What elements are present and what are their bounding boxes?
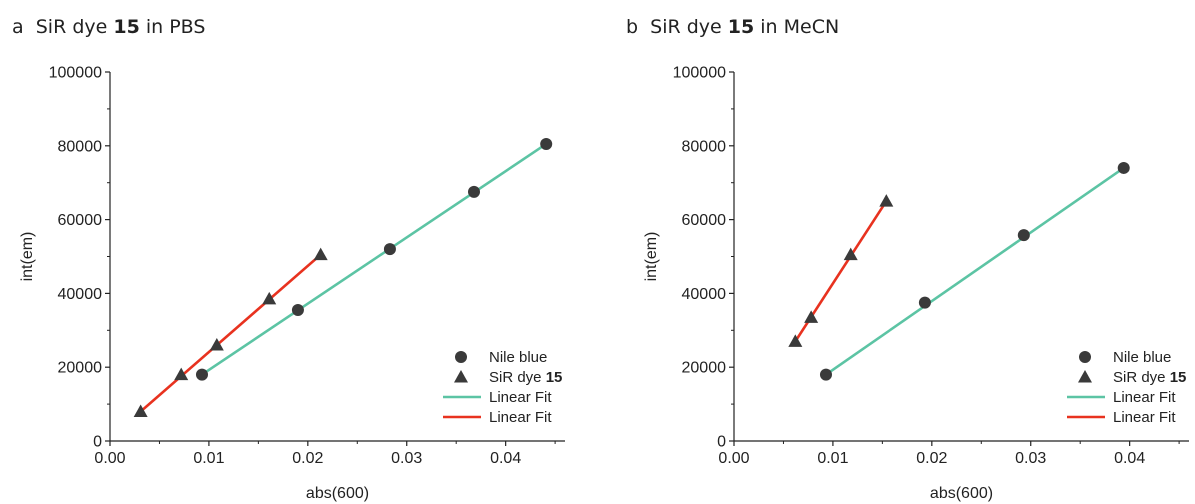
panel-title: b SiR dye 15 in MeCN [626,16,839,38]
y-tick-label: 60000 [682,212,727,229]
y-tick-label: 100000 [673,65,726,82]
y-tick-label: 0 [93,434,102,451]
x-axis-label: abs(600) [930,485,993,502]
legend-label: Linear Fit [489,389,552,406]
chart-panel-a: a SiR dye 15 in PBS 0 20000 40000 60000 8000… [12,16,565,502]
x-tick-label: 0.00 [718,450,749,467]
chart-svg: 0 20000 40000 60000 80000 100000 0.00 0.01 0.02 0… [19,65,565,502]
title-suffix: in MeCN [754,16,840,38]
x-tick-label: 0.02 [916,450,947,467]
panel-letter: a [12,16,24,38]
title-text: SiR dye [35,16,114,38]
data-point-circle [195,368,208,381]
x-axis-label: abs(600) [306,485,369,502]
x-tick-label: 0.01 [193,450,224,467]
legend-label: Linear Fit [1113,409,1176,426]
y-tick-label: 100000 [49,65,102,82]
legend-triangle-marker [454,370,468,383]
data-point-triangle [879,194,894,207]
legend-label: Linear Fit [489,409,552,426]
y-tick-label: 40000 [58,286,103,303]
x-tick-label: 0.03 [391,450,422,467]
y-tick-label: 0 [717,434,726,451]
y-tick-label: 60000 [58,212,103,229]
legend-circle-marker [455,351,467,363]
x-tick-label: 0.01 [817,450,848,467]
data-point-triangle [313,247,328,261]
y-tick-label: 20000 [58,360,103,377]
title-suffix: in PBS [139,16,206,38]
x-tick-label: 0.02 [292,450,323,467]
data-point-circle [1117,161,1130,174]
data-point-triangle [788,334,803,347]
legend-circle-marker [1079,351,1091,363]
legend-label: SiR dye 15 [489,369,562,386]
data-point-circle [819,368,832,381]
title-bold-number: 15 [727,16,755,38]
data-point-circle [291,304,304,317]
y-axis-label: int(em) [643,232,660,282]
legend-label: Linear Fit [1113,389,1176,406]
data-point-circle [918,296,931,309]
y-tick-label: 80000 [682,138,727,155]
data-point-triangle [843,247,858,261]
title-bold-number: 15 [113,16,140,38]
x-tick-label: 0.04 [1114,450,1145,467]
panel-letter: b [626,16,639,38]
chart-panel-b: b SiR dye 15 in MeCN 0 20000 40000 60000 800… [600,0,1195,504]
data-point-circle [1017,229,1030,242]
data-point-circle [540,137,553,150]
data-point-triangle [209,338,224,351]
panel-title: a SiR dye 15 in PBS [12,16,205,38]
y-axis-label: int(em) [19,232,36,282]
data-point-triangle [262,291,277,305]
y-tick-label: 40000 [682,286,727,303]
data-point-circle [383,243,396,256]
data-point-triangle [133,404,148,417]
data-point-circle [468,185,480,198]
fit-line [825,166,1125,376]
legend-label: Nile blue [1113,349,1171,366]
fit-line [139,253,322,413]
legend-triangle-marker [1078,370,1092,383]
x-tick-label: 0.00 [94,450,125,467]
y-tick-label: 20000 [682,360,727,377]
legend-label: SiR dye 15 [1113,369,1186,386]
x-tick-label: 0.04 [490,450,521,467]
x-tick-label: 0.03 [1015,450,1046,467]
fit-line [201,142,547,376]
data-point-triangle [804,310,819,323]
legend-label: Nile blue [489,349,547,366]
title-text: SiR dye [650,16,728,38]
y-tick-label: 80000 [58,138,103,155]
chart-svg: 0 20000 40000 60000 80000 100000 0.00 0.01 0.02 0… [643,65,1189,502]
data-point-triangle [174,367,189,381]
